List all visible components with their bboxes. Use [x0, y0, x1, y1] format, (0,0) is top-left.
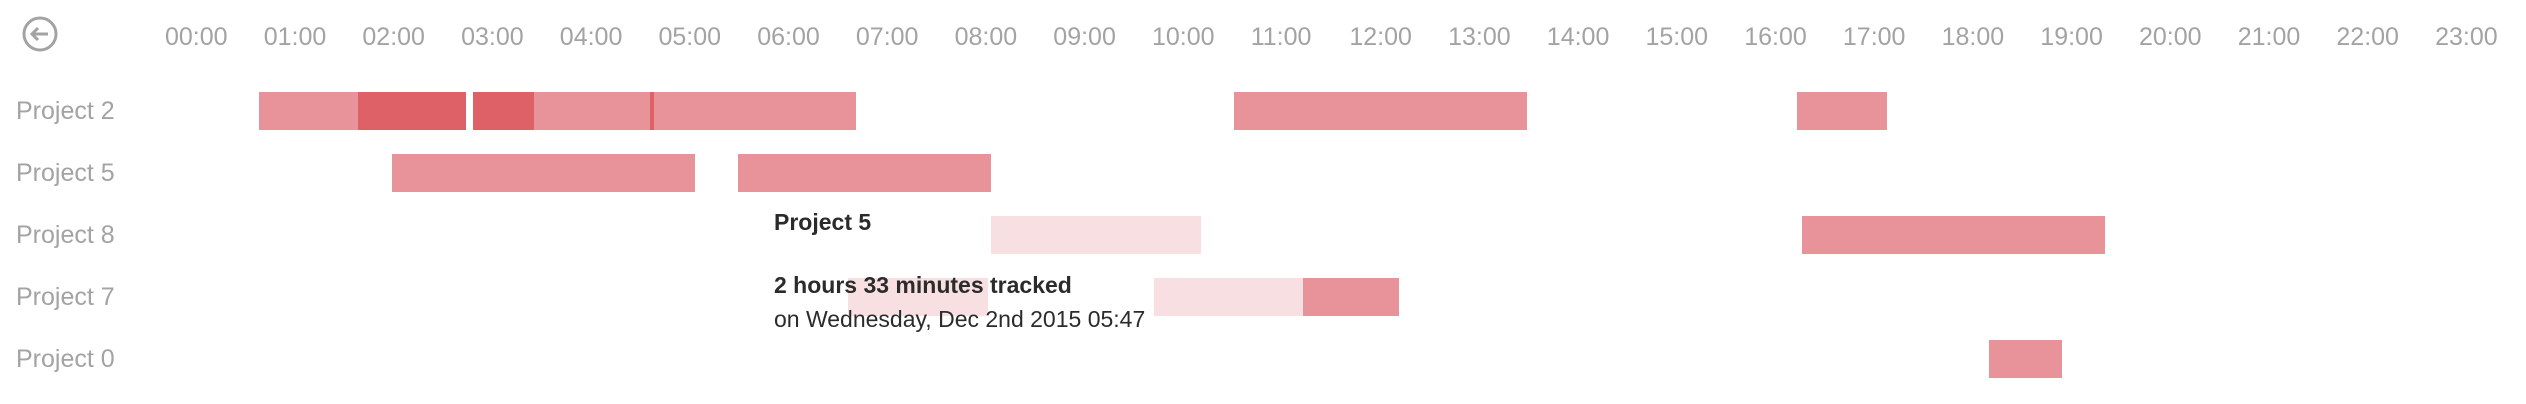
time-segment[interactable] — [653, 92, 856, 130]
back-arrow-circle-icon[interactable] — [22, 16, 58, 52]
hour-label: 12:00 — [1349, 23, 1412, 51]
tooltip-project-title: Project 5 — [774, 209, 872, 235]
time-segment[interactable] — [990, 216, 1202, 254]
time-segment[interactable] — [737, 154, 991, 192]
time-segment[interactable] — [392, 154, 695, 192]
hour-label: 02:00 — [362, 23, 425, 51]
hour-label: 03:00 — [461, 23, 524, 51]
hour-label: 00:00 — [165, 23, 228, 51]
hour-label: 14:00 — [1546, 23, 1610, 51]
hour-label: 19:00 — [2040, 23, 2103, 51]
hour-label: 23:00 — [2435, 23, 2498, 51]
hour-label: 06:00 — [757, 23, 820, 51]
hour-label: 13:00 — [1448, 23, 1511, 51]
hour-label: 18:00 — [1941, 23, 2005, 51]
time-segment[interactable] — [1303, 278, 1399, 316]
time-segment[interactable] — [1153, 278, 1304, 316]
hour-label: 21:00 — [2237, 23, 2301, 51]
time-segment[interactable] — [258, 92, 358, 130]
time-segment[interactable] — [1801, 216, 2105, 254]
time-segment[interactable] — [357, 92, 467, 130]
project-row-label[interactable]: Project 2 — [16, 97, 115, 125]
time-segment[interactable] — [1796, 92, 1888, 130]
hour-label: 22:00 — [2336, 23, 2399, 51]
hour-label: 17:00 — [1842, 23, 1906, 51]
project-row-label[interactable]: Project 0 — [16, 345, 115, 373]
hour-label: 15:00 — [1645, 23, 1709, 51]
time-segment[interactable] — [533, 92, 651, 130]
hour-label: 04:00 — [559, 23, 623, 51]
time-segment[interactable] — [847, 278, 988, 316]
hour-label: 08:00 — [954, 23, 1018, 51]
hour-label: 01:00 — [263, 23, 327, 51]
hour-label: 05:00 — [658, 23, 722, 51]
hour-label: 10:00 — [1152, 23, 1215, 51]
time-segment[interactable] — [472, 92, 534, 130]
hover-tooltip: Project 5 2 hours 33 minutes tracked on … — [745, 182, 1245, 362]
project-row-label[interactable]: Project 7 — [16, 283, 115, 311]
time-segment[interactable] — [1989, 340, 2062, 378]
time-segment[interactable] — [1234, 92, 1528, 130]
hour-label: 07:00 — [855, 23, 919, 51]
hour-label: 09:00 — [1053, 23, 1116, 51]
time-segment[interactable] — [650, 92, 654, 130]
hour-label: 11:00 — [1250, 23, 1312, 51]
project-row-label[interactable]: Project 8 — [16, 221, 115, 249]
hour-label: 20:00 — [2139, 23, 2202, 51]
project-row-label[interactable]: Project 5 — [16, 159, 115, 187]
hour-label: 16:00 — [1744, 23, 1807, 51]
